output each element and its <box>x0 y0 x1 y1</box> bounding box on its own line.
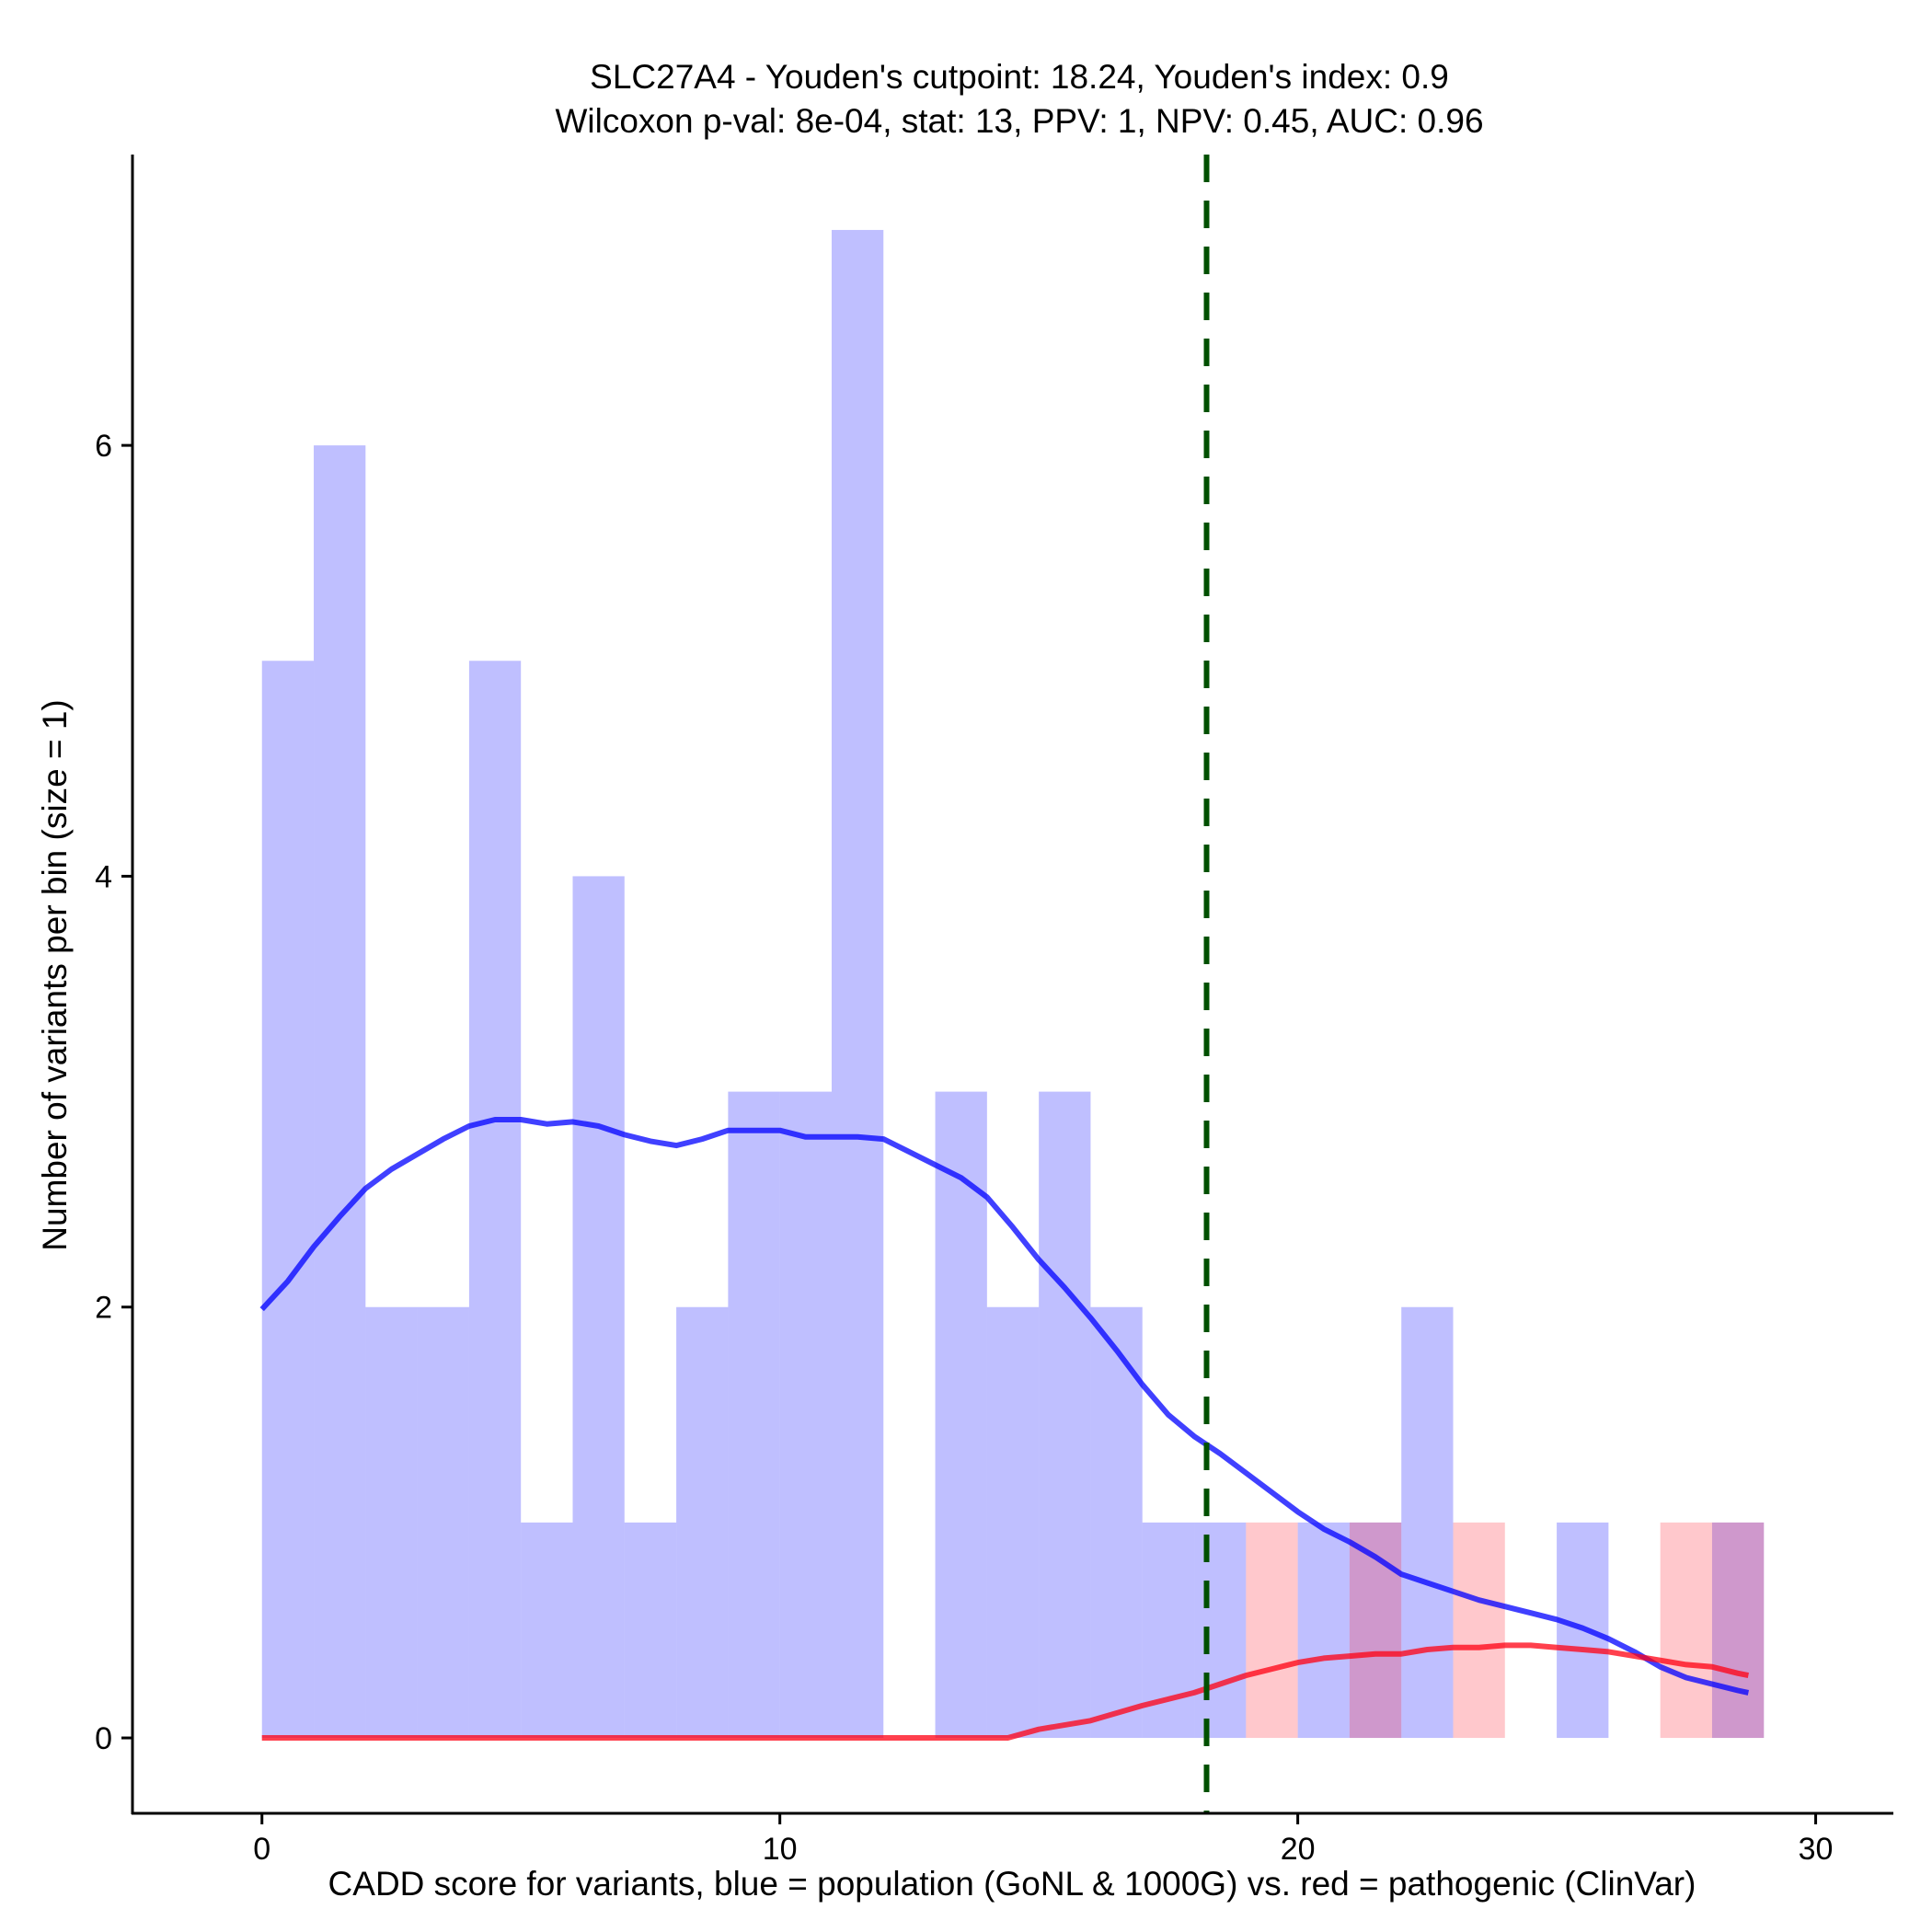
pathogenic-density-line <box>261 1642 1749 1741</box>
x-tick-label: 10 <box>763 1832 798 1867</box>
chart-title-line2: Wilcoxon p-val: 8e-04, stat: 13, PPV: 1,… <box>555 102 1483 140</box>
y-ticks: 0 2 4 6 <box>95 429 132 1756</box>
population-bar <box>417 1306 469 1739</box>
population-bar <box>1401 1306 1454 1739</box>
pathogenic-bar <box>1660 1522 1712 1739</box>
population-bar <box>676 1306 729 1739</box>
population-bar <box>261 661 315 1739</box>
population-bar <box>468 661 522 1739</box>
pathogenic-bar <box>1246 1522 1298 1739</box>
population-bar <box>986 1306 1040 1739</box>
x-ticks: 0 10 20 30 <box>253 1813 1833 1867</box>
y-tick-label: 0 <box>95 1721 112 1756</box>
population-bar <box>624 1522 677 1739</box>
population-bar <box>1711 1522 1765 1739</box>
population-bar <box>314 445 366 1739</box>
population-bar <box>1194 1522 1247 1739</box>
population-bar <box>1039 1091 1091 1739</box>
pathogenic-bar <box>1711 1522 1765 1739</box>
y-tick-label: 6 <box>95 429 112 464</box>
chart-title-line1: SLC27A4 - Youden's cutpoint: 18.24, Youd… <box>590 58 1449 96</box>
population-bar <box>1297 1522 1350 1739</box>
pathogenic-bar <box>1453 1522 1505 1739</box>
population-bar <box>728 1091 780 1739</box>
population-bar <box>935 1091 987 1739</box>
y-tick-label: 4 <box>95 859 112 894</box>
bars-layer <box>261 229 1765 1739</box>
y-axis-label: Number of variants per bin (size = 1) <box>36 699 74 1250</box>
x-axis-label: CADD score for variants, blue = populati… <box>328 1865 1696 1903</box>
density-lines-layer <box>259 1117 1750 1741</box>
population-bar <box>572 876 625 1739</box>
population-bar <box>521 1522 573 1739</box>
x-tick-label: 20 <box>1281 1832 1316 1867</box>
population-density-line <box>259 1117 1750 1696</box>
x-tick-label: 30 <box>1799 1832 1834 1867</box>
population-bar <box>1090 1306 1143 1739</box>
x-tick-label: 0 <box>253 1832 270 1867</box>
population-bar <box>779 1091 832 1739</box>
population-bar <box>831 229 884 1739</box>
population-bar <box>365 1306 418 1739</box>
y-tick-label: 2 <box>95 1291 112 1326</box>
